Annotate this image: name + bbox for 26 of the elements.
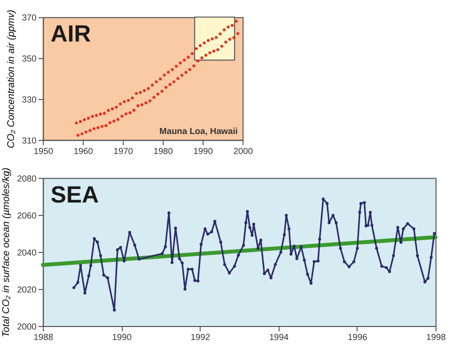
x-tick-label: 1960: [74, 146, 94, 156]
y-tick-label: 2080: [17, 173, 37, 184]
y-tick-label: 2020: [17, 284, 37, 294]
y-tick-label: 350: [22, 53, 37, 64]
x-tick-label: 2000: [233, 146, 253, 156]
y-tick-label: 2040: [17, 247, 37, 258]
x-tick-label: 1994: [269, 332, 289, 342]
x-tick-label: 1970: [114, 146, 134, 156]
x-tick-label: 1980: [153, 146, 174, 156]
chart-title: SEA: [50, 181, 99, 208]
x-tick-label: 1992: [190, 332, 210, 342]
x-tick-label: 1990: [112, 332, 132, 342]
y-tick-label: 2060: [17, 210, 37, 220]
chart-title: AIR: [50, 20, 92, 47]
annotation: Mauna Loa, Hawaii: [159, 126, 238, 136]
x-tick-label: 1990: [193, 146, 213, 156]
x-tick-label: 1950: [34, 146, 54, 156]
y-tick-label: 370: [22, 12, 37, 23]
y-axis-title: Total CO₂ in surface ocean (µmoles/kg): [1, 168, 12, 338]
x-tick-label: 1998: [426, 332, 446, 342]
x-tick-label: 1996: [348, 332, 368, 342]
y-tick-label: 310: [22, 135, 37, 146]
y-tick-label: 2000: [17, 321, 37, 332]
y-tick-label: 330: [22, 94, 37, 104]
x-tick-label: 1988: [34, 332, 54, 342]
y-axis-title: CO₂ Concentration in air (ppmv): [6, 10, 18, 148]
